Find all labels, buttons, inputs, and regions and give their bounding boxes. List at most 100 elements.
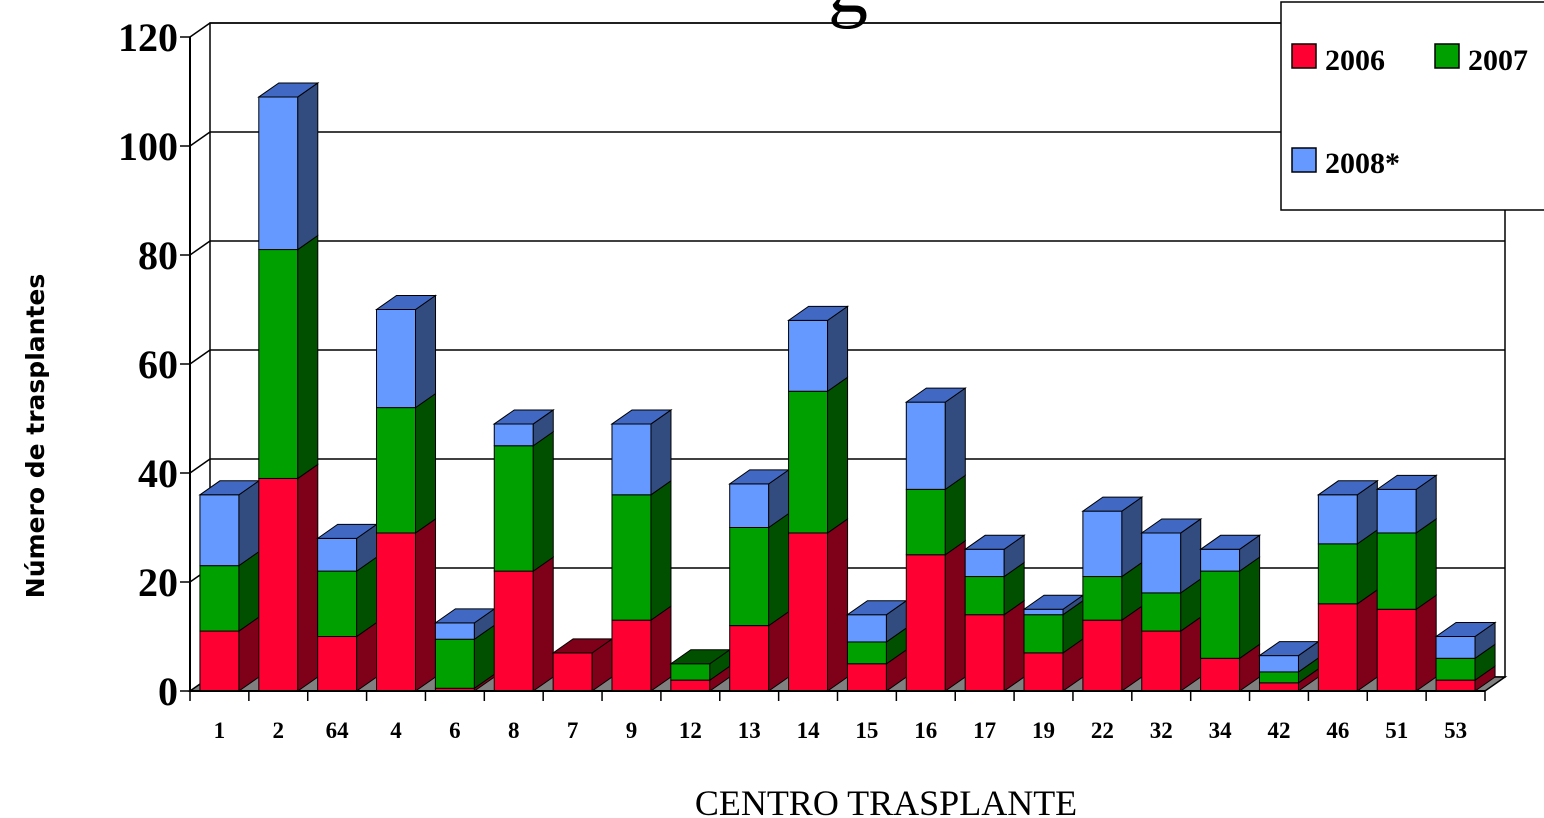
bar-top-32 [1140,518,1203,534]
bar-2008-14 [788,319,829,392]
bar-top-17 [963,534,1026,550]
legend-label-2006: 2006 [1325,44,1385,77]
bar-side-2008-1 [238,479,260,567]
y-tick-label: 60 [138,342,178,387]
bar-top-16 [904,387,967,403]
bar-2008-51 [1376,488,1417,534]
bar-2007-4 [376,407,417,534]
bar-2006-13 [729,625,770,692]
bar-stack [845,599,909,692]
bar-2006-14 [788,532,829,692]
bar-top-46 [1316,480,1379,496]
bar-side-2006-22 [1121,605,1143,692]
bar-side-2006-2 [297,463,319,692]
x-tick-label: 2 [273,718,285,743]
bar-side-2008-2 [297,81,319,251]
bar-stack [1316,479,1379,692]
bar-2007-6 [434,638,475,689]
bar-2008-32 [1141,532,1182,594]
bar-2006-34 [1200,657,1241,692]
bar-2008-34 [1200,548,1241,572]
bar-side-2008-9 [650,408,672,496]
gridline-side [189,131,211,147]
bar-stack [1434,621,1497,692]
bar-top-9 [610,409,673,425]
bar-2007-19 [1023,614,1064,654]
bar-top-34 [1199,534,1262,550]
bar-2006-22 [1082,619,1123,692]
bar-2007-32 [1141,592,1182,632]
x-tick-label: 34 [1209,718,1233,743]
x-tick-label: 19 [1032,718,1055,743]
bar-side-2007-8 [532,430,554,573]
bar-2007-1 [199,565,240,632]
bar-stack [669,648,732,692]
legend-label-2007: 2007 [1468,44,1528,77]
bar-top-53 [1434,622,1497,637]
x-tick-label: 64 [326,718,350,743]
bar-2008-64 [317,537,358,572]
bar-stack [904,387,967,692]
bar-2008-1 [199,494,240,567]
bar-side-2007-13 [768,512,790,627]
bar-stack [316,523,379,692]
bar-side-2006-16 [944,539,966,692]
x-tick-label: 42 [1267,718,1290,743]
bar-stack [492,408,555,692]
bar-2007-14 [788,390,829,534]
bar-2006-32 [1141,630,1182,692]
bar-top-14 [786,305,850,321]
bar-stack [963,534,1026,692]
y-tick-label: 120 [118,15,178,60]
legend-box [1280,1,1544,211]
bar-2006-2 [258,477,299,692]
bar-2007-13 [729,527,770,627]
bar-2008-15 [846,614,887,643]
bar-2006-8 [493,570,534,692]
gridline-side [189,240,211,256]
x-tick-label: 6 [449,718,461,743]
x-tick-label: 46 [1326,718,1349,743]
bar-2008-19 [1023,608,1064,616]
bar-2008-42 [1258,655,1299,673]
gridline-side [189,458,211,474]
bar-2007-51 [1376,532,1417,610]
bar-stack [1257,640,1321,692]
x-tick-label: 53 [1444,718,1467,743]
bar-2007-17 [964,576,1005,616]
bar-2007-8 [493,445,534,572]
x-tick-label: 13 [738,718,761,743]
bar-stack [1199,534,1262,692]
bar-top-51 [1375,474,1438,490]
bar-2006-15 [846,663,887,692]
bar-2006-1 [199,630,240,692]
axes-layer: 1 2 64 4 6 8 7 9 12 13 14 15 16 17 19 22 32 34 42 46 51 53020… [118,15,1486,743]
bar-stack [1375,474,1438,692]
bar-stack [198,479,261,692]
bar-2006-9 [611,619,652,692]
x-tick-label: 9 [626,718,638,743]
bar-stack [1081,496,1144,692]
x-tick-label: 14 [797,718,821,743]
bar-stack [786,305,850,692]
chart-title-fragment: g [828,0,868,30]
legend: 2006 2007 2008* [1280,1,1544,211]
x-tick-label: 22 [1091,718,1114,743]
bar-stack [433,607,496,692]
bars-layer [198,81,1497,692]
bar-side-2006-46 [1356,588,1378,692]
bar-2008-53 [1435,636,1476,659]
bar-side-2007-14 [827,376,849,534]
bar-2007-12 [670,663,711,681]
legend-swatch-2007 [1434,43,1460,69]
bar-side-2008-4 [415,294,437,409]
bar-2007-16 [905,488,946,556]
bar-2007-9 [611,494,652,621]
bar-2008-46 [1317,494,1358,545]
bar-side-2007-34 [1239,556,1261,660]
bar-2008-8 [493,423,534,447]
bar-side-2007-9 [650,479,672,622]
bar-2007-46 [1317,543,1358,605]
bar-2006-64 [317,636,358,692]
bar-side-2007-4 [415,392,437,534]
